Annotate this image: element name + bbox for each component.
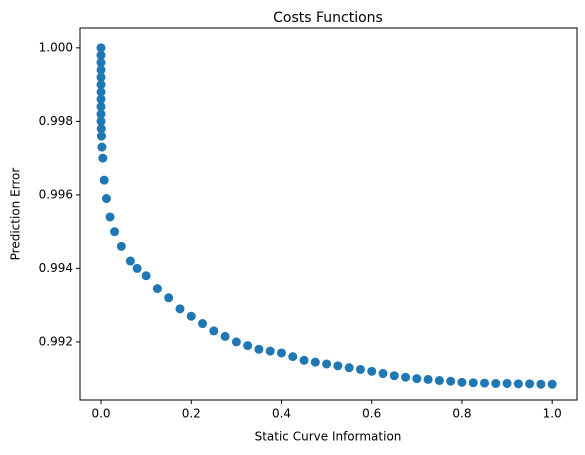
point [446, 376, 456, 386]
point [491, 378, 501, 388]
chart-title: Costs Functions [273, 10, 383, 26]
point [423, 374, 433, 384]
point [125, 256, 135, 266]
point [97, 142, 107, 152]
point [96, 124, 106, 134]
point [480, 378, 490, 388]
point [367, 366, 377, 376]
point [288, 352, 298, 362]
point [152, 284, 162, 294]
point [468, 378, 478, 388]
point [513, 379, 523, 389]
y-tick-label: 1.000 [39, 40, 73, 54]
point [186, 311, 196, 321]
point [96, 50, 106, 60]
point [299, 355, 309, 365]
point [105, 212, 115, 222]
point [164, 293, 174, 303]
point [101, 194, 111, 204]
point [99, 175, 109, 185]
point [536, 379, 546, 389]
point [457, 377, 467, 387]
point [265, 346, 275, 356]
point [116, 241, 126, 251]
point [525, 379, 535, 389]
point [96, 102, 106, 112]
y-tick-label: 0.992 [39, 334, 73, 348]
y-tick-label: 0.998 [39, 114, 73, 128]
point [322, 359, 332, 369]
x-axis-label: Static Curve Information [255, 430, 402, 444]
point [96, 58, 106, 68]
point [96, 109, 106, 119]
point [96, 94, 106, 104]
plot-frame [79, 27, 578, 401]
point [132, 263, 142, 273]
point [310, 357, 320, 367]
point [175, 304, 185, 314]
point [96, 72, 106, 82]
y-tick-label: 0.996 [39, 187, 73, 201]
x-tick-label: 0.4 [272, 407, 291, 421]
point [344, 363, 354, 373]
x-tick-label: 0.8 [452, 407, 471, 421]
point [254, 344, 264, 354]
point [141, 271, 151, 281]
point [378, 369, 388, 379]
y-axis-label: Prediction Error [9, 168, 23, 261]
x-tick-label: 0.2 [182, 407, 201, 421]
point [96, 131, 106, 141]
point [96, 116, 106, 126]
point [231, 337, 241, 347]
point [276, 348, 286, 358]
point [434, 376, 444, 386]
point [412, 374, 422, 384]
point [96, 80, 106, 90]
point [96, 87, 106, 97]
point [502, 378, 512, 388]
y-tick-label: 0.994 [39, 261, 73, 275]
x-tick-label: 0.6 [362, 407, 381, 421]
point [198, 319, 208, 329]
point [96, 43, 106, 53]
point [243, 341, 253, 351]
point [209, 326, 219, 336]
point [110, 227, 120, 237]
point [401, 372, 411, 382]
x-tick-label: 0.0 [91, 407, 110, 421]
point [220, 331, 230, 341]
point [333, 361, 343, 371]
point [389, 371, 399, 381]
point [355, 364, 365, 374]
x-tick-label: 1.0 [543, 407, 562, 421]
point [96, 65, 106, 75]
point [98, 153, 108, 163]
point [547, 379, 557, 389]
